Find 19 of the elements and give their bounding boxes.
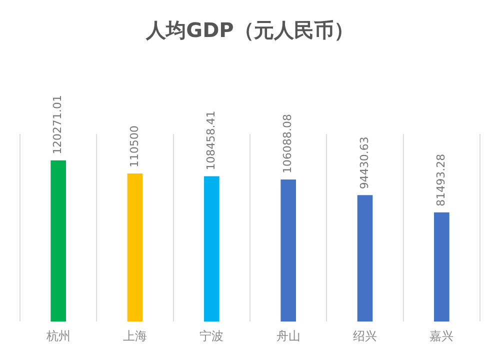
data-label: 110500 [128, 126, 141, 168]
x-tick-label: 舟山 [276, 329, 300, 344]
x-tick-label: 上海 [123, 329, 147, 344]
bar [50, 160, 66, 322]
data-label: 108458.41 [204, 110, 218, 170]
bar [357, 195, 373, 322]
bar [204, 176, 220, 322]
bar [434, 212, 450, 322]
x-tick-label: 杭州 [45, 329, 70, 344]
x-tick-label: 嘉兴 [430, 329, 454, 344]
data-label: 94430.63 [358, 136, 371, 190]
bar [127, 174, 143, 322]
data-label: 106088.08 [281, 114, 294, 174]
data-label: 120271.01 [51, 94, 64, 154]
bar [280, 179, 296, 322]
chart-title: 人均GDP（元人民币） [145, 18, 354, 42]
x-tick-label: 绍兴 [353, 329, 377, 344]
data-label: 81493.28 [434, 154, 448, 206]
x-tick-label: 宁波 [200, 329, 224, 344]
